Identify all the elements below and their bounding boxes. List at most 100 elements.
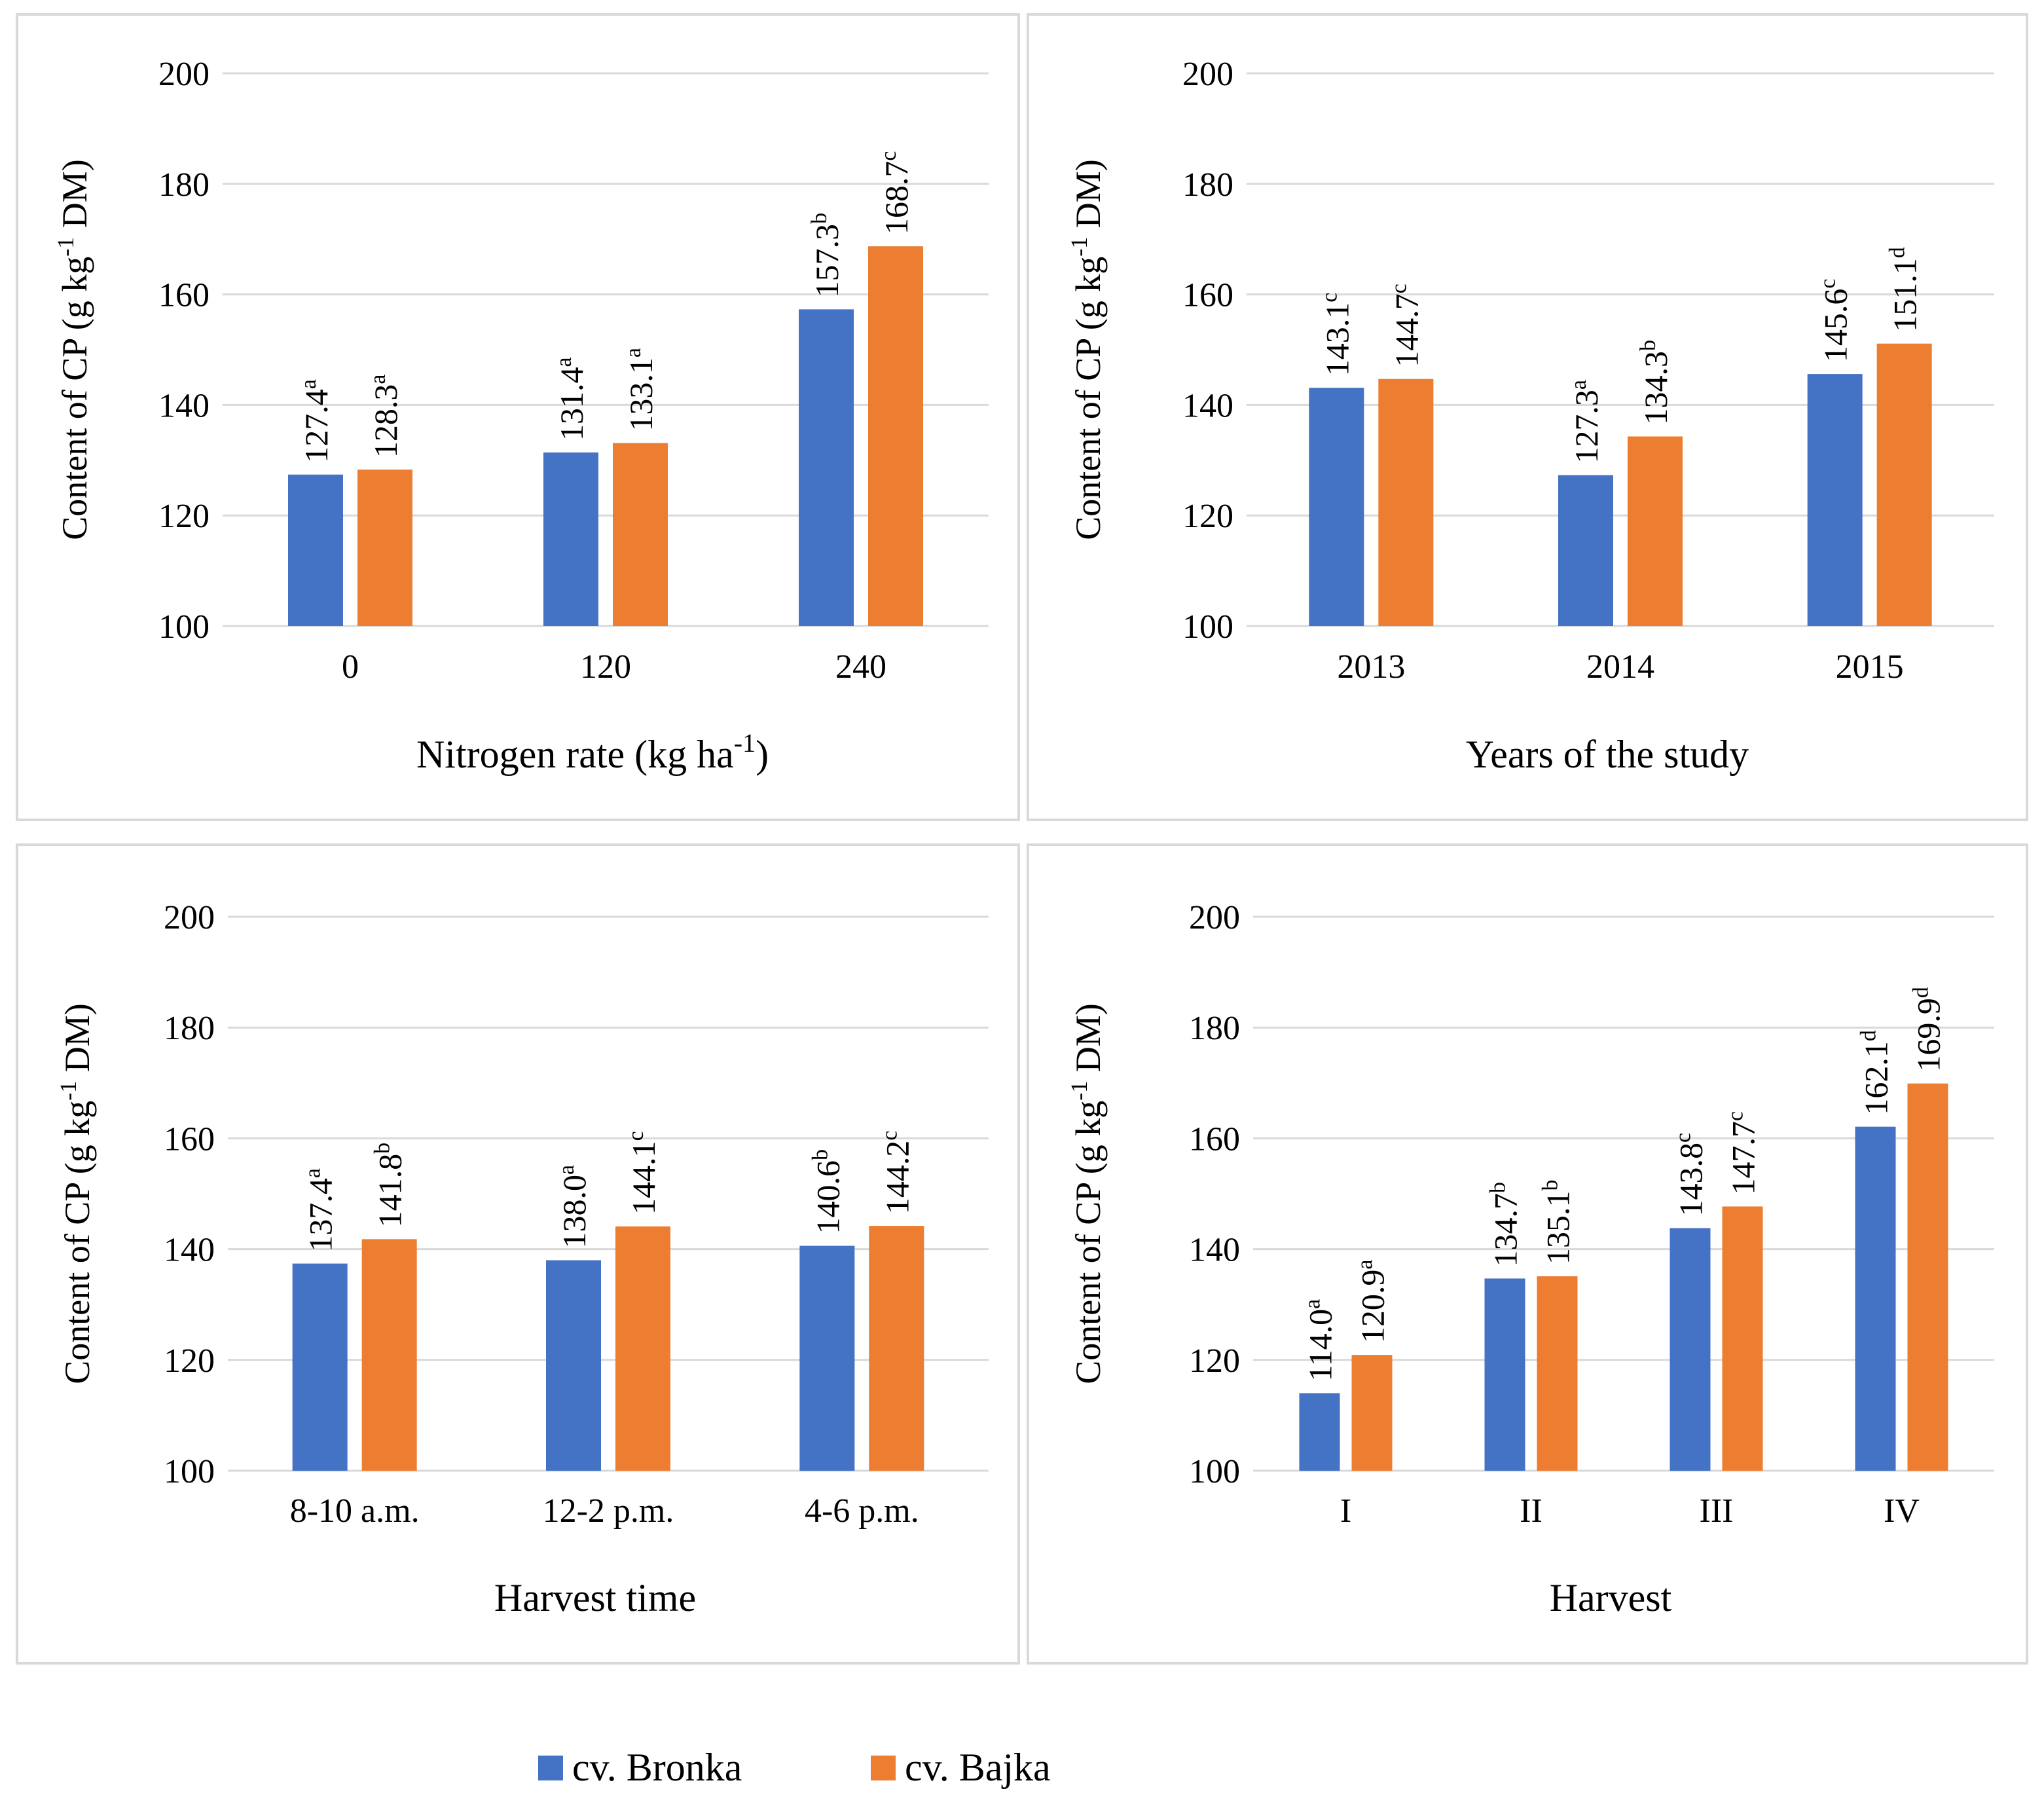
- data-label: 169.9d: [1909, 987, 1947, 1072]
- y-tick-label: 180: [164, 1010, 215, 1047]
- y-tick-label: 100: [158, 608, 210, 646]
- data-label: 144.1c: [624, 1131, 662, 1215]
- y-tick-label: 140: [158, 387, 210, 424]
- y-tick-label: 120: [164, 1342, 215, 1380]
- data-label: 138.0a: [555, 1165, 593, 1249]
- x-tick-label: III: [1700, 1492, 1734, 1530]
- y-tick-label: 120: [1182, 498, 1233, 535]
- y-tick-label: 100: [1182, 608, 1233, 646]
- bar: [288, 474, 343, 626]
- legend-item-bronka: cv. Bronka: [538, 1745, 742, 1790]
- chart-svg: 100 120 140 160 180 200 Content of CP (g kg-1 …: [52, 56, 989, 776]
- x-tick-label: 2014: [1586, 648, 1654, 686]
- x-tick-label: 4-6 p.m.: [805, 1492, 919, 1530]
- x-axis-label: Harvest time: [494, 1576, 696, 1619]
- bar: [799, 1245, 855, 1471]
- x-tick-label: 0: [342, 648, 359, 686]
- y-tick-label: 120: [1189, 1342, 1240, 1380]
- y-axis-label: Content of CP (g kg-1 DM): [55, 1003, 97, 1384]
- bar: [1484, 1278, 1525, 1471]
- bar: [868, 246, 923, 626]
- x-tick-label: 2015: [1836, 648, 1904, 686]
- x-tick-label: 8-10 a.m.: [290, 1492, 420, 1530]
- y-tick-label: 140: [1182, 387, 1233, 424]
- chart-panel-nitrogen-rate: 100 120 140 160 180 200 Content of CP (g kg-1 …: [16, 13, 1020, 821]
- data-label: 134.3b: [1636, 340, 1674, 425]
- bar: [1537, 1276, 1578, 1471]
- x-tick-label: II: [1520, 1492, 1542, 1530]
- chart-svg: 100 120 140 160 180 200 Content of CP (g kg-1 …: [55, 899, 989, 1619]
- bar: [1299, 1393, 1340, 1471]
- x-tick-label: 12-2 p.m.: [543, 1492, 674, 1530]
- data-label: 144.2c: [877, 1130, 915, 1214]
- data-label: 133.1a: [621, 348, 659, 432]
- y-tick-label: 200: [164, 899, 215, 936]
- data-label: 127.3a: [1567, 380, 1605, 464]
- data-label: 135.1b: [1539, 1180, 1577, 1265]
- bar: [613, 443, 668, 626]
- x-tick-label: IV: [1884, 1492, 1920, 1530]
- y-axis-label: Content of CP (g kg-1 DM): [1066, 159, 1108, 540]
- y-tick-label: 100: [164, 1453, 215, 1490]
- chart-panel-harvest-time: 100 120 140 160 180 200 Content of CP (g kg-1 …: [16, 843, 1020, 1665]
- bar: [1628, 436, 1683, 626]
- bar: [799, 309, 854, 626]
- data-label: 141.8b: [371, 1143, 409, 1228]
- chart-svg: 100 120 140 160 180 200 Content of CP (g kg-1 …: [1066, 899, 1994, 1619]
- bar: [1378, 378, 1434, 626]
- data-label: 137.4a: [301, 1168, 339, 1252]
- x-tick-label: I: [1340, 1492, 1351, 1530]
- bar: [1907, 1083, 1948, 1471]
- legend-label-bajka: cv. Bajka: [905, 1746, 1051, 1789]
- y-tick-label: 140: [1189, 1232, 1240, 1269]
- chart-panel-harvest: 100 120 140 160 180 200 Content of CP (g kg-1 …: [1027, 843, 2028, 1665]
- bar: [357, 470, 412, 626]
- y-tick-label: 100: [1189, 1453, 1240, 1490]
- bar: [1309, 388, 1364, 626]
- data-label: 127.4a: [297, 379, 335, 463]
- y-tick-label: 160: [1189, 1120, 1240, 1158]
- chart-panel-years: 100 120 140 160 180 200 Content of CP (g kg-1 …: [1027, 13, 2028, 821]
- y-tick-label: 160: [1182, 277, 1233, 314]
- bar: [546, 1260, 601, 1471]
- bar: [1351, 1355, 1393, 1471]
- chart-svg: 100 120 140 160 180 200 Content of CP (g kg-1 …: [1066, 56, 1994, 776]
- y-tick-label: 140: [164, 1232, 215, 1269]
- data-label: 151.1d: [1886, 247, 1924, 332]
- data-label: 143.1c: [1317, 293, 1355, 377]
- data-label: 157.3b: [807, 213, 845, 298]
- y-tick-label: 180: [158, 166, 210, 204]
- data-label: 145.6c: [1816, 279, 1854, 363]
- bar: [869, 1226, 924, 1471]
- y-tick-label: 200: [1182, 56, 1233, 93]
- x-tick-label: 2013: [1337, 648, 1405, 686]
- bar: [1807, 374, 1863, 626]
- bar: [543, 452, 598, 626]
- bar: [1876, 343, 1932, 626]
- data-label: 162.1d: [1857, 1030, 1895, 1115]
- x-axis-label: Harvest: [1550, 1576, 1672, 1619]
- x-tick-label: 120: [580, 648, 631, 686]
- y-tick-label: 200: [158, 56, 210, 93]
- x-axis-label: Years of the study: [1466, 733, 1749, 776]
- y-tick-label: 180: [1182, 166, 1233, 204]
- data-label: 120.9a: [1353, 1260, 1391, 1344]
- bar: [292, 1263, 348, 1471]
- data-label: 131.4a: [552, 357, 590, 441]
- data-label: 143.8c: [1671, 1133, 1709, 1217]
- data-label: 168.7c: [877, 151, 915, 235]
- data-label: 128.3a: [366, 375, 404, 458]
- bar: [615, 1226, 670, 1471]
- data-label: 134.7b: [1486, 1182, 1524, 1267]
- data-label: 140.6b: [808, 1149, 846, 1234]
- y-axis-label: Content of CP (g kg-1 DM): [52, 159, 94, 540]
- legend-item-bajka: cv. Bajka: [871, 1745, 1051, 1790]
- bar: [1670, 1228, 1711, 1471]
- legend-swatch-bajka: [871, 1755, 896, 1780]
- legend-swatch-bronka: [538, 1755, 563, 1780]
- y-tick-label: 180: [1189, 1010, 1240, 1047]
- y-tick-label: 160: [164, 1120, 215, 1158]
- legend: cv. Bronka cv. Bajka: [0, 1739, 2044, 1804]
- y-axis-label: Content of CP (g kg-1 DM): [1066, 1003, 1108, 1384]
- x-tick-label: 240: [835, 648, 886, 686]
